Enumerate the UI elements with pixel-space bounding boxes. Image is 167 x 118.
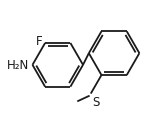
Text: F: F <box>36 36 42 48</box>
Text: S: S <box>92 95 99 109</box>
Text: H₂N: H₂N <box>7 59 30 72</box>
